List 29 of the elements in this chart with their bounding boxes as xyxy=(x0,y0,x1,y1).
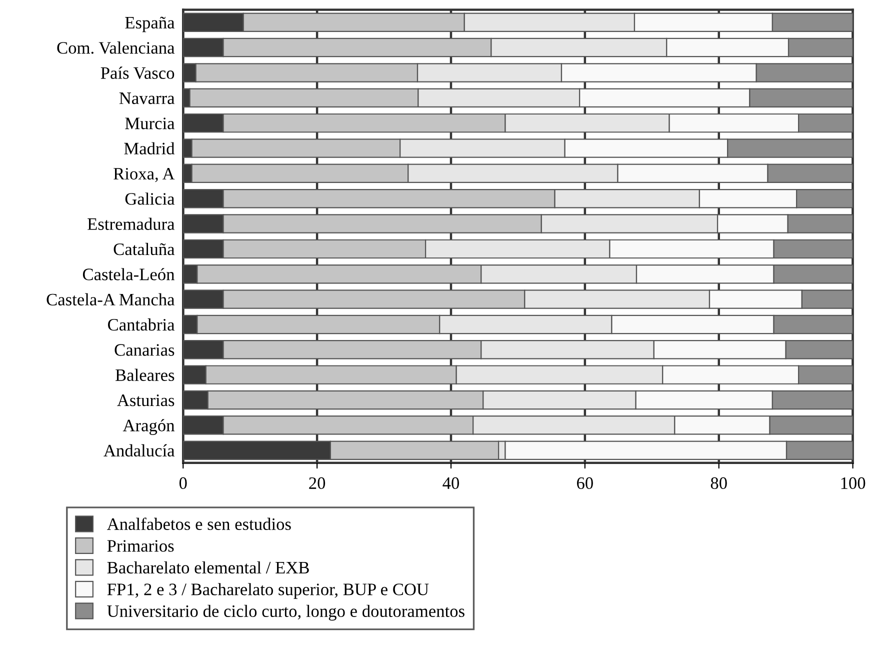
legend-label: Universitario de ciclo curto, longo e doutoramentos xyxy=(107,604,464,621)
legend-label: Analfabetos e sen estudios xyxy=(107,518,291,530)
y-tick-label: Castela-León xyxy=(82,268,175,280)
y-tick-label: Baleares xyxy=(116,368,174,382)
y-tick-label: Galicia xyxy=(125,192,175,205)
legend-label: Primarios xyxy=(107,540,174,552)
y-tick-label: Cantabria xyxy=(108,318,175,331)
y-tick-label: Rioxa, A xyxy=(114,168,175,182)
y-tick-label: Estremadura xyxy=(88,218,175,230)
legend-label: Bacharelato elemental / EXB xyxy=(107,561,309,574)
x-tick-label: 80 xyxy=(710,477,727,490)
y-tick-label: País Vasco xyxy=(100,66,174,80)
y-tick-label: Aragón xyxy=(122,419,175,435)
y-tick-label: Com. Valenciana xyxy=(57,42,175,54)
y-tick-label: Murcia xyxy=(125,118,175,130)
x-tick-label: 100 xyxy=(841,477,866,490)
y-tick-label: Asturias xyxy=(117,394,174,406)
x-tick-label: 0 xyxy=(179,477,187,490)
x-tick-label: 20 xyxy=(309,477,326,490)
y-tick-label: Andalucía xyxy=(104,444,175,457)
y-tick-label: Navarra xyxy=(119,92,175,104)
y-tick-label: Madrid xyxy=(124,142,175,154)
y-tick-label: España xyxy=(125,16,175,32)
y-tick-label: Castela-A Mancha xyxy=(46,293,175,306)
y-tick-label: Cataluña xyxy=(114,242,175,256)
legend-label: FP1, 2 e 3 / Bacharelato superior, BUP e COU xyxy=(107,583,429,599)
x-tick-label: 60 xyxy=(577,477,593,490)
x-tick-label: 40 xyxy=(442,477,460,490)
y-tick-label: Canarias xyxy=(114,344,174,356)
